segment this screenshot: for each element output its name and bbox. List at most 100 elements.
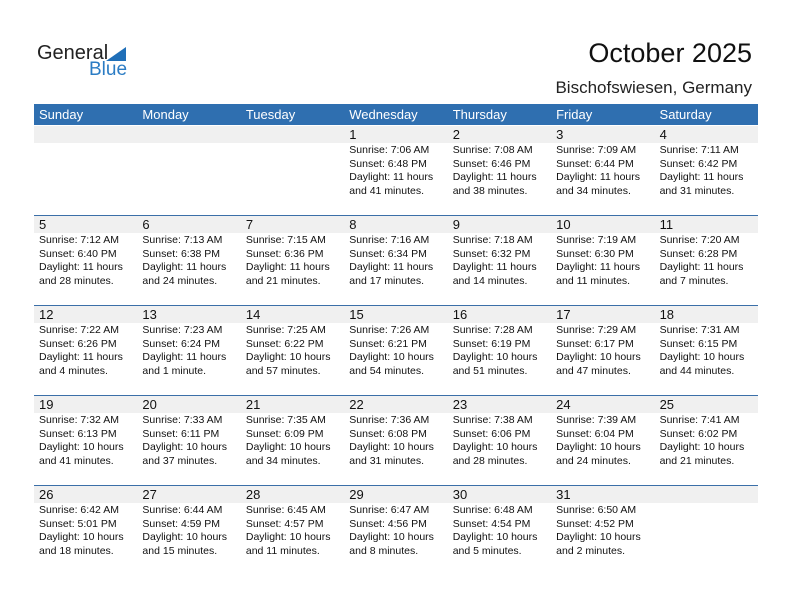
sunrise: Sunrise: 7:25 AM bbox=[245, 324, 326, 336]
daylight: Daylight: 10 hours bbox=[556, 351, 641, 363]
daylight-minutes: and 57 minutes. bbox=[245, 364, 321, 377]
daylight: Daylight: 10 hours bbox=[39, 531, 124, 543]
day-cell: 6 Sunrise: 7:13 AM Sunset: 6:38 PM Dayli… bbox=[137, 216, 240, 306]
daylight: Daylight: 11 hours bbox=[556, 261, 640, 273]
sunset: Sunset: 6:11 PM bbox=[142, 427, 220, 440]
sunrise: Sunrise: 6:44 AM bbox=[142, 504, 223, 516]
sunset: Sunset: 6:36 PM bbox=[245, 247, 324, 260]
sunrise: Sunrise: 7:15 AM bbox=[245, 234, 326, 246]
weekday-tuesday: Tuesday bbox=[245, 107, 296, 122]
day-cell: 18 Sunrise: 7:31 AM Sunset: 6:15 PM Dayl… bbox=[655, 306, 758, 396]
sunrise: Sunrise: 6:42 AM bbox=[39, 504, 119, 516]
daylight-minutes: and 7 minutes. bbox=[659, 274, 729, 287]
day-cell: 16 Sunrise: 7:28 AM Sunset: 6:19 PM Dayl… bbox=[448, 306, 551, 396]
sunset: Sunset: 6:21 PM bbox=[349, 337, 427, 350]
day-cell: 12 Sunrise: 7:22 AM Sunset: 6:26 PM Dayl… bbox=[34, 306, 137, 396]
daylight-minutes: and 24 minutes. bbox=[556, 454, 631, 467]
sunset: Sunset: 4:52 PM bbox=[556, 517, 634, 530]
date-band bbox=[34, 396, 758, 413]
weekday-monday: Monday bbox=[142, 107, 189, 122]
day-number: 15 bbox=[349, 307, 364, 322]
daylight: Daylight: 10 hours bbox=[452, 351, 538, 363]
daylight-minutes: and 38 minutes. bbox=[452, 184, 528, 197]
sunset: Sunset: 6:09 PM bbox=[245, 427, 324, 440]
day-number: 22 bbox=[349, 397, 364, 412]
day-cell: 5 Sunrise: 7:12 AM Sunset: 6:40 PM Dayli… bbox=[34, 216, 137, 306]
sunset: Sunset: 6:46 PM bbox=[452, 157, 531, 170]
day-cell: 13 Sunrise: 7:23 AM Sunset: 6:24 PM Dayl… bbox=[137, 306, 240, 396]
day-number: 17 bbox=[556, 307, 571, 322]
daylight-minutes: and 2 minutes. bbox=[556, 544, 626, 557]
day-cell: 24 Sunrise: 7:39 AM Sunset: 6:04 PM Dayl… bbox=[551, 396, 654, 486]
sunset: Sunset: 6:38 PM bbox=[142, 247, 221, 260]
day-cell: 7 Sunrise: 7:15 AM Sunset: 6:36 PM Dayli… bbox=[241, 216, 344, 306]
day-cell: 3 Sunrise: 7:09 AM Sunset: 6:44 PM Dayli… bbox=[551, 126, 654, 216]
daylight: Daylight: 10 hours bbox=[452, 531, 538, 543]
daylight: Daylight: 10 hours bbox=[659, 351, 745, 363]
day-cell: 28 Sunrise: 6:45 AM Sunset: 4:57 PM Dayl… bbox=[241, 486, 344, 576]
week-divider bbox=[34, 215, 758, 216]
date-band bbox=[34, 306, 758, 323]
calendar-week: 12 Sunrise: 7:22 AM Sunset: 6:26 PM Dayl… bbox=[34, 305, 758, 396]
day-cell: 1 Sunrise: 7:06 AM Sunset: 6:48 PM Dayli… bbox=[344, 126, 447, 216]
logo-triangle-icon bbox=[106, 47, 126, 61]
calendar-week: 19 Sunrise: 7:32 AM Sunset: 6:13 PM Dayl… bbox=[34, 395, 758, 486]
sunrise: Sunrise: 7:11 AM bbox=[659, 144, 739, 156]
sunrise: Sunrise: 7:06 AM bbox=[349, 144, 430, 156]
sunrise: Sunrise: 7:38 AM bbox=[452, 414, 533, 426]
day-number: 30 bbox=[452, 487, 468, 502]
day-cell: 20 Sunrise: 7:33 AM Sunset: 6:11 PM Dayl… bbox=[137, 396, 240, 486]
sunset: Sunset: 5:01 PM bbox=[39, 517, 117, 530]
day-cell: 27 Sunrise: 6:44 AM Sunset: 4:59 PM Dayl… bbox=[137, 486, 240, 576]
day-number: 8 bbox=[349, 217, 357, 232]
day-cell: 23 Sunrise: 7:38 AM Sunset: 6:06 PM Dayl… bbox=[448, 396, 551, 486]
daylight-minutes: and 17 minutes. bbox=[349, 274, 424, 287]
sunrise: Sunrise: 7:26 AM bbox=[349, 324, 430, 336]
sunrise: Sunrise: 6:48 AM bbox=[452, 504, 533, 516]
sunset: Sunset: 6:22 PM bbox=[245, 337, 324, 350]
day-number: 29 bbox=[349, 487, 364, 502]
daylight: Daylight: 11 hours bbox=[142, 261, 227, 273]
day-cell: 17 Sunrise: 7:29 AM Sunset: 6:17 PM Dayl… bbox=[551, 306, 654, 396]
daylight: Daylight: 11 hours bbox=[556, 171, 640, 183]
sunset: Sunset: 6:24 PM bbox=[142, 337, 221, 350]
daylight-minutes: and 11 minutes. bbox=[556, 274, 631, 287]
daylight: Daylight: 11 hours bbox=[39, 351, 123, 363]
day-cell: 15 Sunrise: 7:26 AM Sunset: 6:21 PM Dayl… bbox=[344, 306, 447, 396]
day-cell: 9 Sunrise: 7:18 AM Sunset: 6:32 PM Dayli… bbox=[448, 216, 551, 306]
sunset: Sunset: 6:28 PM bbox=[659, 247, 738, 260]
sunset: Sunset: 6:40 PM bbox=[39, 247, 117, 260]
day-cell: 31 Sunrise: 6:50 AM Sunset: 4:52 PM Dayl… bbox=[551, 486, 654, 576]
date-band bbox=[34, 486, 758, 503]
day-number: 10 bbox=[556, 217, 571, 232]
daylight: Daylight: 10 hours bbox=[245, 351, 331, 363]
daylight-minutes: and 5 minutes. bbox=[452, 544, 522, 557]
sunrise: Sunrise: 7:12 AM bbox=[39, 234, 119, 246]
day-cell: 26 Sunrise: 6:42 AM Sunset: 5:01 PM Dayl… bbox=[34, 486, 137, 576]
calendar-week: 5 Sunrise: 7:12 AM Sunset: 6:40 PM Dayli… bbox=[34, 215, 758, 306]
day-number: 23 bbox=[452, 397, 468, 412]
daylight-minutes: and 54 minutes. bbox=[349, 364, 424, 377]
sunrise: Sunrise: 7:29 AM bbox=[556, 324, 637, 336]
daylight: Daylight: 10 hours bbox=[452, 441, 538, 453]
sunset: Sunset: 6:48 PM bbox=[349, 157, 427, 170]
sunset: Sunset: 6:26 PM bbox=[39, 337, 117, 350]
location: Bischofswiesen, Germany bbox=[555, 78, 752, 97]
date-band bbox=[34, 216, 758, 233]
day-cell: 22 Sunrise: 7:36 AM Sunset: 6:08 PM Dayl… bbox=[344, 396, 447, 486]
daylight: Daylight: 11 hours bbox=[142, 351, 227, 363]
day-cell: 29 Sunrise: 6:47 AM Sunset: 4:56 PM Dayl… bbox=[344, 486, 447, 576]
sunset: Sunset: 6:02 PM bbox=[659, 427, 738, 440]
day-number: 20 bbox=[142, 397, 157, 412]
day-cell: 14 Sunrise: 7:25 AM Sunset: 6:22 PM Dayl… bbox=[241, 306, 344, 396]
week-divider bbox=[34, 395, 758, 396]
daylight-minutes: and 21 minutes. bbox=[245, 274, 321, 287]
daylight-minutes: and 41 minutes. bbox=[349, 184, 424, 197]
daylight: Daylight: 10 hours bbox=[142, 441, 228, 453]
sunset: Sunset: 6:19 PM bbox=[452, 337, 531, 350]
sunset: Sunset: 6:04 PM bbox=[556, 427, 634, 440]
sunset: Sunset: 4:56 PM bbox=[349, 517, 427, 530]
sunset: Sunset: 4:57 PM bbox=[245, 517, 324, 530]
sunrise: Sunrise: 7:35 AM bbox=[245, 414, 326, 426]
day-cell: 10 Sunrise: 7:19 AM Sunset: 6:30 PM Dayl… bbox=[551, 216, 654, 306]
